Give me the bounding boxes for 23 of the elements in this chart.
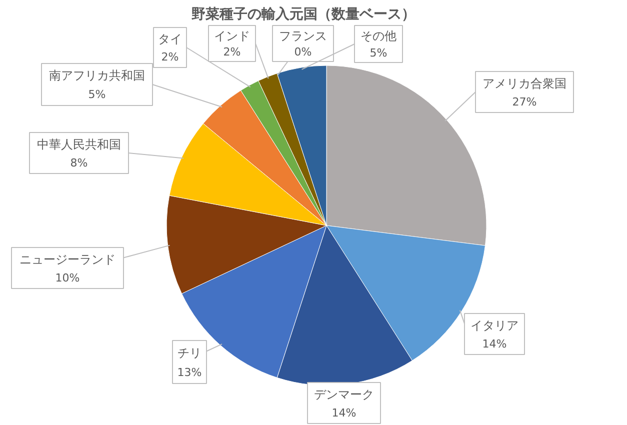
- slice-label: ニュージーランド: [20, 252, 116, 266]
- data-label: 14%: [482, 337, 507, 350]
- data-label: 8%: [70, 156, 88, 170]
- slice-label: インド: [214, 28, 250, 43]
- data-label: 10%: [55, 271, 80, 284]
- data-label: 2%: [161, 50, 179, 64]
- data-label: 13%: [177, 366, 202, 379]
- slice-label: チリ: [178, 346, 202, 360]
- chart-title: 野菜種子の輸入元国（数量ベース）: [192, 6, 416, 22]
- data-label: 5%: [370, 46, 388, 60]
- data-label: 14%: [332, 406, 356, 420]
- text: 0%: [294, 46, 312, 59]
- slice-label: イタリア: [470, 318, 518, 332]
- category-label: フランス: [279, 28, 327, 43]
- data-label: 5%: [88, 88, 106, 102]
- slice-label: 南アフリカ共和国: [49, 68, 145, 83]
- slice-label: タイ: [158, 32, 182, 46]
- slice-label: アメリカ合衆国: [482, 76, 566, 90]
- data-label: 2%: [223, 46, 241, 59]
- slice-label: デンマーク: [314, 387, 374, 402]
- slice-label: その他: [360, 29, 396, 44]
- slice-label: 中華人民共和国: [37, 137, 121, 152]
- data-label: 27%: [512, 95, 537, 108]
